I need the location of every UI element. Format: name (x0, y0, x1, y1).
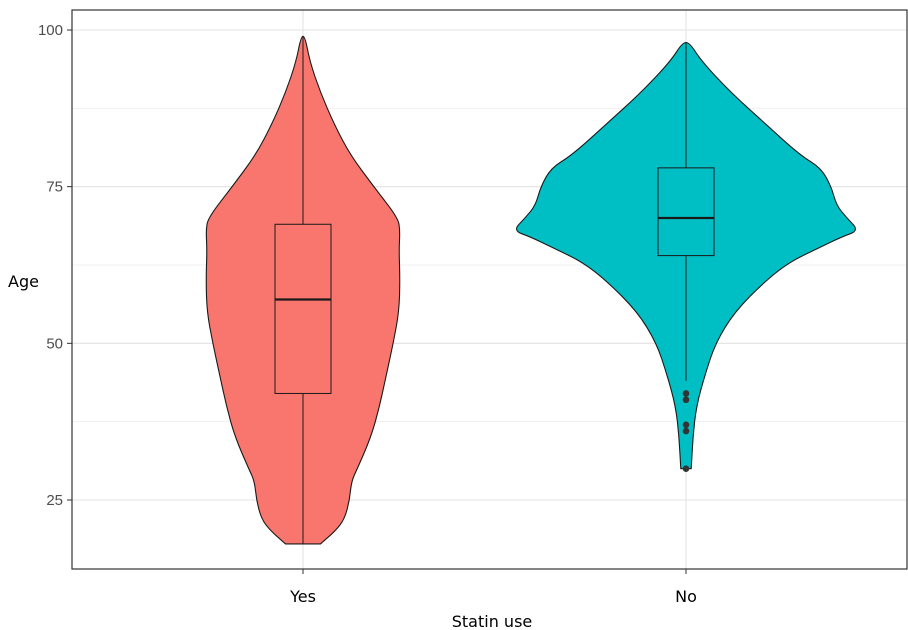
box-yes (274, 223, 332, 394)
outlier-point (682, 421, 690, 429)
outlier-point (682, 465, 690, 472)
y-tick-label: 25 (46, 492, 63, 509)
x-axis-title: Statin use (452, 612, 533, 630)
outlier-point (682, 427, 690, 435)
outlier-point (682, 390, 690, 397)
x-tick-label: Yes (289, 587, 316, 606)
violin-layer (205, 35, 856, 545)
outlier-point (682, 396, 690, 404)
x-tick-label: No (675, 587, 697, 606)
y-tick-label: 50 (46, 335, 63, 352)
tick-layer: 25 50 75 100 Yes No (38, 22, 697, 606)
y-axis-title: Age (8, 272, 39, 291)
grid-layer (72, 10, 907, 569)
y-tick-label: 100 (38, 22, 63, 39)
box-no (657, 167, 715, 257)
y-tick-label: 75 (46, 179, 63, 196)
panel-border (71, 9, 908, 570)
